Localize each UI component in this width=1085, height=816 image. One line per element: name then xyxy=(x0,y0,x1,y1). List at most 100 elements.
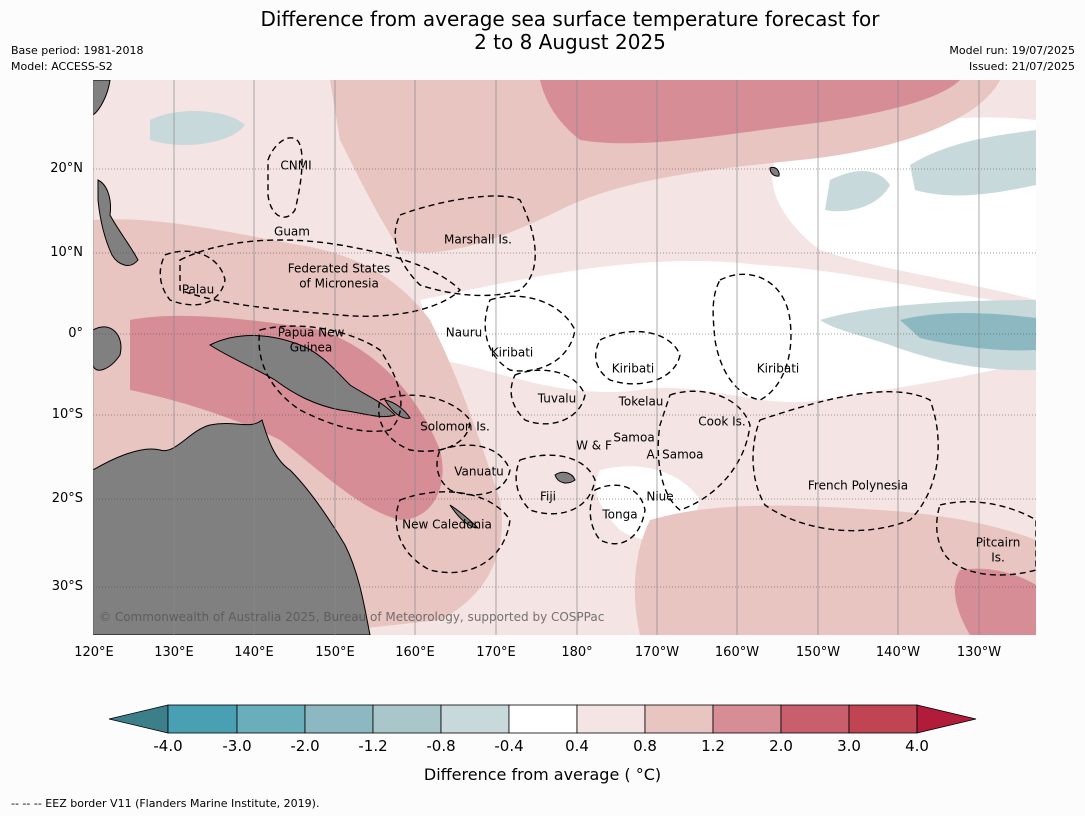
new-caledonia-land xyxy=(449,504,480,529)
model-name: Model: ACCESS-S2 xyxy=(11,60,113,73)
lon-label-150e: 150°E xyxy=(315,645,355,660)
place-american-samoa: A. Samoa xyxy=(646,447,704,462)
place-pitcairn-line1: Pitcairn xyxy=(975,535,1021,550)
cbar-tick-6: -0.4 xyxy=(494,737,524,755)
eez-footer-note: -- -- -- EEZ border V11 (Flanders Marine… xyxy=(11,797,320,810)
warm-region-png xyxy=(130,315,443,520)
fiji-land xyxy=(554,471,576,484)
eez-new-caledonia xyxy=(395,491,511,574)
place-tokelau: Tokelau xyxy=(618,394,664,409)
place-png-line1: Papua New xyxy=(277,325,345,340)
colorbar-seg-2 xyxy=(236,704,306,734)
lon-label-120e: 120°E xyxy=(74,645,114,660)
lat-label-30s: 30°S xyxy=(51,579,83,594)
place-fiji: Fiji xyxy=(539,489,557,504)
colorbar-seg-1 xyxy=(167,704,238,734)
warm-region-southeast xyxy=(954,568,1036,635)
eez-pitcairn xyxy=(936,501,1036,576)
lon-label-160w: 160°W xyxy=(714,645,760,660)
cbar-tick-1: -4.0 xyxy=(153,737,183,755)
place-nauru: Nauru xyxy=(445,325,483,340)
place-fsm-line2: of Micronesia xyxy=(299,276,379,291)
colorbar-seg-4 xyxy=(372,704,442,734)
lon-label-130e: 130°E xyxy=(154,645,194,660)
colorbar-min-arrow xyxy=(108,704,169,734)
place-cook: Cook Is. xyxy=(698,414,746,429)
map-area xyxy=(93,80,1036,635)
cbar-tick-5: -0.8 xyxy=(426,737,456,755)
colorbar-seg-8 xyxy=(644,704,714,734)
colorbar xyxy=(108,704,977,734)
cbar-tick-4: -1.2 xyxy=(358,737,388,755)
cool-region-east-strong xyxy=(900,313,1036,351)
colorbar-seg-10 xyxy=(780,704,850,734)
place-guam: Guam xyxy=(274,224,310,239)
warm-region-north-strong xyxy=(540,80,960,144)
place-cnmi: CNMI xyxy=(280,158,312,173)
eez-kiribati-line xyxy=(712,273,792,401)
australia-land xyxy=(93,419,371,635)
lon-label-160e: 160°E xyxy=(395,645,435,660)
place-solomon: Solomon Is. xyxy=(420,419,490,434)
place-tuvalu: Tuvalu xyxy=(537,391,577,406)
eez-cook xyxy=(657,390,751,511)
cbar-tick-3: -2.0 xyxy=(290,737,320,755)
model-run: Model run: 19/07/2025 xyxy=(949,44,1075,57)
lon-label-180: 180° xyxy=(561,645,593,660)
eez-fsm xyxy=(179,239,461,317)
title-line1: Difference from average sea surface temp… xyxy=(260,7,880,31)
cbar-tick-8: 0.8 xyxy=(633,737,657,755)
place-samoa: Samoa xyxy=(613,430,655,445)
place-marshall: Marshall Is. xyxy=(444,232,512,247)
cbar-tick-11: 3.0 xyxy=(837,737,861,755)
eez-borders xyxy=(159,137,1036,576)
indonesia-land xyxy=(93,326,122,371)
philippines-land xyxy=(97,179,139,266)
info-left: Base period: 1981-2018 Model: ACCESS-S2 xyxy=(11,43,143,75)
eez-kiribati-gilbert xyxy=(484,295,576,372)
colorbar-seg-11 xyxy=(848,704,918,734)
cool-region-northeast2 xyxy=(910,130,1036,196)
title-line2: 2 to 8 August 2025 xyxy=(474,30,666,54)
place-fsm-line1: Federated States xyxy=(287,261,391,276)
lat-label-0: 0° xyxy=(68,326,83,341)
place-palau: Palau xyxy=(181,282,215,297)
base-period: Base period: 1981-2018 xyxy=(11,44,144,57)
lat-label-10n: 10°N xyxy=(50,245,83,260)
copyright-notice: © Commonwealth of Australia 2025, Bureau… xyxy=(99,610,605,624)
lat-gridlines xyxy=(93,168,1036,588)
place-kiribati-line: Kiribati xyxy=(756,361,800,376)
hawaii-land xyxy=(769,167,780,177)
lat-label-20n: 20°N xyxy=(50,161,83,176)
cbar-tick-7: 0.4 xyxy=(565,737,589,755)
place-french-polynesia: French Polynesia xyxy=(807,478,909,493)
eez-kiribati-phoenix xyxy=(594,330,681,385)
warm-region-north xyxy=(330,80,1000,253)
cbar-tick-2: -3.0 xyxy=(222,737,252,755)
place-kiribati-phoenix: Kiribati xyxy=(611,361,655,376)
lon-label-170e: 170°E xyxy=(476,645,516,660)
cbar-tick-10: 2.0 xyxy=(769,737,793,755)
place-new-caledonia: New Caledonia xyxy=(402,517,492,532)
lat-label-20s: 20°S xyxy=(51,491,83,506)
lon-label-130w: 130°W xyxy=(956,645,1002,660)
eez-vanuatu xyxy=(436,444,511,496)
eez-fiji xyxy=(515,454,596,515)
chart-title: Difference from average sea surface temp… xyxy=(0,8,1085,54)
colorbar-seg-5 xyxy=(440,704,510,734)
solomon-land xyxy=(384,399,411,419)
eez-solomon xyxy=(378,394,471,452)
lon-label-140w: 140°W xyxy=(875,645,921,660)
place-kiribati-gilbert: Kiribati xyxy=(490,345,534,360)
issued-date: Issued: 21/07/2025 xyxy=(968,60,1075,73)
info-right: Model run: 19/07/2025 Issued: 21/07/2025 xyxy=(949,43,1075,75)
lon-gridlines xyxy=(93,80,980,635)
eez-palau xyxy=(159,250,226,306)
eez-cnmi xyxy=(267,137,303,218)
place-pitcairn-line2: Is. xyxy=(991,550,1005,565)
eez-marshall xyxy=(394,195,536,297)
cbar-tick-9: 1.2 xyxy=(701,737,725,755)
lon-label-170w: 170°W xyxy=(634,645,680,660)
cbar-tick-12: 4.0 xyxy=(905,737,929,755)
